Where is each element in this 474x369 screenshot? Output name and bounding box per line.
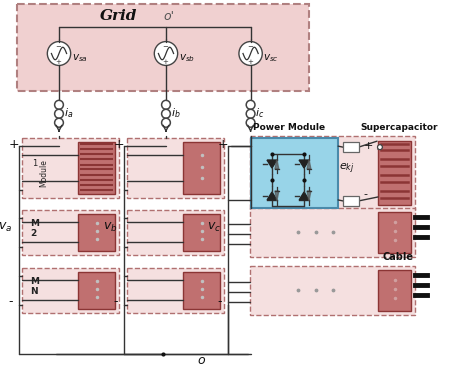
Circle shape: [155, 42, 178, 65]
Text: Cable: Cable: [383, 252, 414, 262]
Bar: [343, 196, 358, 206]
Text: Power Module: Power Module: [253, 123, 325, 132]
Bar: [79, 272, 115, 308]
Bar: [79, 214, 115, 251]
Text: $e_{kj}$: $e_{kj}$: [339, 162, 355, 176]
Text: $-$: $-$: [163, 42, 170, 48]
Text: $v_c$: $v_c$: [207, 221, 221, 234]
Polygon shape: [275, 159, 279, 169]
Polygon shape: [275, 191, 279, 201]
Text: $-$: $-$: [55, 42, 63, 48]
Text: $i_c$: $i_c$: [255, 106, 264, 120]
Bar: [127, 268, 224, 313]
Text: Grid: Grid: [100, 8, 137, 23]
Text: $v_{sb}$: $v_{sb}$: [179, 52, 195, 64]
Text: $v_b$: $v_b$: [103, 221, 117, 234]
Text: -: -: [364, 189, 367, 199]
Bar: [343, 142, 358, 152]
Bar: [378, 270, 411, 311]
Text: 1: 1: [32, 159, 37, 168]
Text: o': o': [163, 10, 174, 23]
Text: $v_{sc}$: $v_{sc}$: [263, 52, 279, 64]
Polygon shape: [267, 192, 277, 200]
Text: $-$: $-$: [247, 42, 254, 48]
Text: $v_{sa}$: $v_{sa}$: [72, 52, 88, 64]
Bar: [127, 138, 224, 198]
Polygon shape: [307, 191, 311, 201]
Bar: [250, 136, 415, 210]
Bar: [22, 138, 119, 198]
Bar: [250, 266, 415, 314]
Bar: [250, 208, 415, 257]
Polygon shape: [307, 159, 311, 169]
Text: $o$: $o$: [197, 354, 206, 367]
Bar: [378, 141, 411, 205]
Text: +: +: [9, 138, 19, 151]
Polygon shape: [299, 192, 309, 200]
Bar: [127, 210, 224, 255]
Text: Supercapacitor: Supercapacitor: [361, 123, 438, 132]
Bar: [22, 268, 119, 313]
Text: $v_a$: $v_a$: [0, 221, 12, 234]
Text: M: M: [30, 277, 39, 286]
Text: Module: Module: [39, 159, 48, 187]
Text: $+$: $+$: [163, 58, 170, 66]
Text: $+$: $+$: [247, 58, 254, 66]
Bar: [79, 142, 115, 194]
Text: N: N: [30, 287, 37, 296]
Polygon shape: [299, 160, 309, 168]
Text: 2: 2: [30, 229, 36, 238]
Bar: [183, 214, 220, 251]
Bar: [183, 272, 220, 308]
Circle shape: [377, 145, 383, 150]
Bar: [22, 210, 119, 255]
Circle shape: [239, 42, 262, 65]
Text: $+$: $+$: [55, 58, 63, 66]
Text: $i_a$: $i_a$: [64, 106, 73, 120]
Bar: [378, 212, 411, 253]
Text: -: -: [9, 294, 13, 307]
Text: M: M: [30, 219, 39, 228]
Polygon shape: [267, 160, 277, 168]
Text: -: -: [113, 294, 118, 307]
Text: +: +: [364, 141, 373, 151]
Text: +: +: [218, 138, 228, 151]
Bar: [183, 142, 220, 194]
Text: -: -: [218, 294, 222, 307]
Text: $i_b$: $i_b$: [171, 106, 181, 120]
Bar: [17, 4, 309, 92]
Bar: [251, 138, 338, 208]
Circle shape: [47, 42, 71, 65]
Text: +: +: [113, 138, 124, 151]
